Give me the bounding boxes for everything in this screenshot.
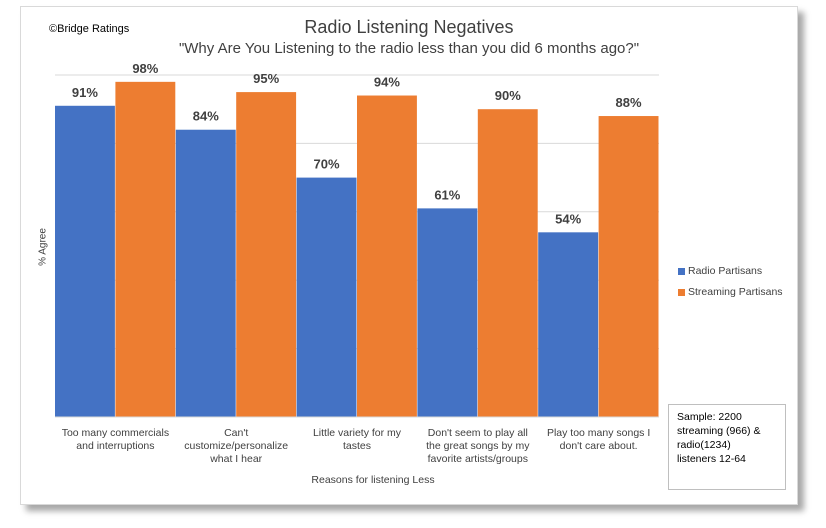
x-tick-label-line: what I hear <box>210 453 263 465</box>
y-axis-label: % Agree <box>37 228 49 266</box>
bar-radio <box>538 232 599 417</box>
chart-subtitle: "Why Are You Listening to the radio less… <box>178 40 640 57</box>
copyright-text: ©Bridge Ratings <box>49 23 130 35</box>
data-label: 98% <box>132 61 158 76</box>
legend: Radio Partisans Streaming Partisans <box>678 264 783 306</box>
bar-radio <box>55 105 115 417</box>
data-label: 70% <box>314 157 340 172</box>
x-tick-label-line: and interruptions <box>76 440 155 452</box>
data-label: 54% <box>555 211 581 226</box>
bar-streaming <box>115 81 176 417</box>
bar-chart: 91% 98% 84% 95% 70% 94% 61% 90% 54% 88% <box>55 61 659 418</box>
legend-item-radio: Radio Partisans <box>678 264 783 278</box>
x-axis-label: Reasons for listening Less <box>311 474 435 486</box>
x-tick-label: Little variety for my tastes <box>298 427 416 453</box>
x-tick-label: Can't customize/personalize what I hear <box>177 427 295 466</box>
bar-streaming <box>598 116 659 417</box>
data-label: 88% <box>616 95 642 110</box>
x-tick-label: Too many commercials and interruptions <box>56 427 174 453</box>
data-label: 95% <box>253 71 279 86</box>
data-label: 61% <box>434 187 460 202</box>
legend-label-radio: Radio Partisans <box>688 265 763 277</box>
x-tick-label-line: tastes <box>342 440 371 452</box>
sample-note-line: listeners 12-64 <box>677 453 746 465</box>
chart-frame: ©Bridge Ratings Radio Listening Negative… <box>20 6 798 505</box>
x-tick-label-line: Don't seem to play all <box>427 427 528 439</box>
x-tick-label-line: favorite artists/groups <box>427 453 528 465</box>
bar-streaming <box>357 95 417 418</box>
data-label: 90% <box>495 88 521 103</box>
sample-note-line: streaming (966) & <box>677 425 761 437</box>
legend-label-streaming: Streaming Partisans <box>688 286 783 298</box>
x-tick-label: Don't seem to play all the great songs by… <box>419 427 537 466</box>
bar-radio <box>175 129 236 417</box>
chart-title: Radio Listening Negatives <box>304 17 514 37</box>
x-tick-label-line: Can't <box>224 427 249 439</box>
bar-streaming <box>477 109 538 417</box>
bar-radio <box>296 177 357 417</box>
legend-item-streaming: Streaming Partisans <box>678 285 783 299</box>
data-label: 91% <box>72 85 98 100</box>
bar-radio <box>417 208 478 417</box>
x-tick-label-line: the great songs by my <box>426 440 530 452</box>
legend-swatch-streaming <box>678 288 685 296</box>
x-tick-label-line: customize/personalize <box>184 440 289 452</box>
legend-swatch-radio <box>678 267 685 275</box>
data-label: 84% <box>193 109 219 124</box>
sample-note-line: Sample: 2200 <box>677 411 742 423</box>
x-tick-label-line: Too many commercials <box>61 427 170 439</box>
sample-note: Sample: 2200 streaming (966) & radio(123… <box>668 404 786 490</box>
data-label: 94% <box>374 75 400 90</box>
x-tick-label-line: Play too many songs I <box>546 427 651 439</box>
x-tick-label-line: don't care about. <box>559 440 638 452</box>
sample-note-line: radio(1234) <box>677 439 731 451</box>
x-tick-label-line: Little variety for my <box>312 427 402 439</box>
bar-streaming <box>236 92 297 417</box>
